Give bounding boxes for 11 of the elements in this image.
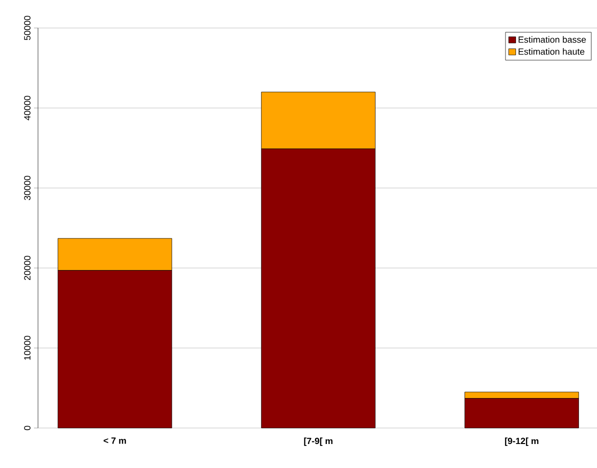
y-tick-label: 50000	[24, 16, 30, 40]
y-tick-label: 20000	[24, 256, 30, 280]
y-tick-label: 10000	[24, 336, 30, 360]
x-tick-label: < 7 m	[104, 438, 126, 444]
x-tick-label: [9-12[ m	[505, 438, 538, 446]
x-tick-label: [7-9[ m	[304, 438, 332, 446]
legend-label: Estimation basse	[518, 36, 586, 43]
y-tick-label: 30000	[24, 176, 30, 200]
y-tick-label: 40000	[24, 96, 30, 120]
legend-label: Estimation haute	[518, 48, 584, 55]
y-tick-label: 0	[24, 426, 30, 430]
